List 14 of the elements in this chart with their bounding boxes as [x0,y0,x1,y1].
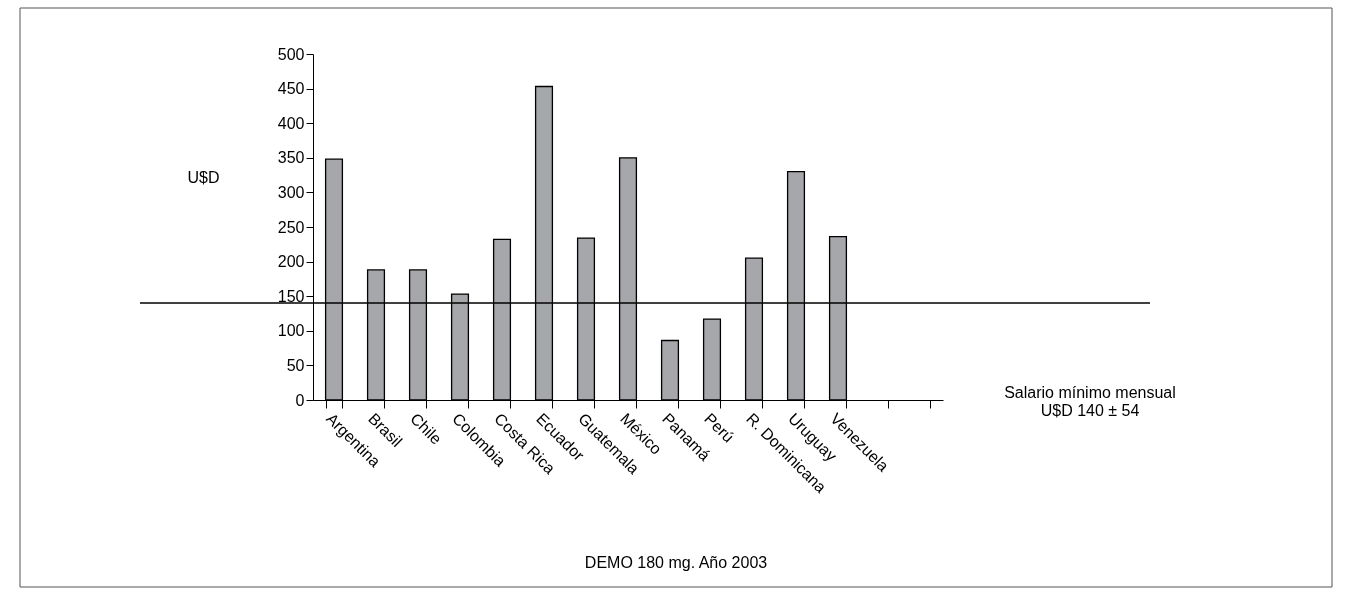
y-tick-label: 200 [277,253,305,271]
y-tick-label: 50 [286,356,305,374]
y-axis-title: U$D [187,168,220,186]
y-tick-label: 350 [277,149,305,167]
ref-line-label: Salario mínimo mensual U$D 140 ± 54 [1004,384,1176,419]
text: DEMO 180 mg. Año 2003 [584,554,768,571]
y-tick-label: 150 [277,287,305,305]
y-tick-label: 100 [277,322,305,340]
y-tick-label: 0 [295,391,305,409]
y-tick-label: 400 [277,114,305,132]
y-tick-label: 300 [277,183,305,201]
y-tick-label: 450 [277,80,305,98]
y-tick-label: 250 [277,218,305,236]
y-tick-label: 500 [277,45,305,63]
